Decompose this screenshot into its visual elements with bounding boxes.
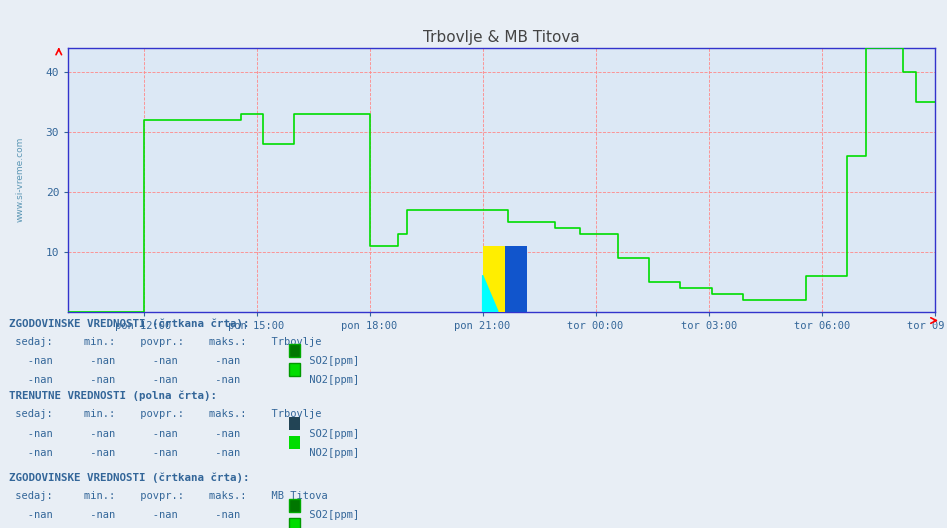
Text: TRENUTNE VREDNOSTI (polna črta):: TRENUTNE VREDNOSTI (polna črta):	[9, 390, 218, 401]
Text: sedaj:     min.:    povpr.:    maks.:    Trbovlje: sedaj: min.: povpr.: maks.: Trbovlje	[9, 337, 322, 347]
Bar	[483, 246, 505, 312]
Bar	[505, 246, 527, 312]
Text: -nan      -nan      -nan      -nan: -nan -nan -nan -nan	[9, 375, 241, 385]
Text: -nan      -nan      -nan      -nan: -nan -nan -nan -nan	[9, 356, 241, 366]
Text: ZGODOVINSKE VREDNOSTI (črtkana črta):: ZGODOVINSKE VREDNOSTI (črtkana črta):	[9, 473, 250, 483]
Text: sedaj:     min.:    povpr.:    maks.:    Trbovlje: sedaj: min.: povpr.: maks.: Trbovlje	[9, 409, 322, 419]
Title: Trbovlje & MB Titova: Trbovlje & MB Titova	[423, 30, 580, 45]
Text: ZGODOVINSKE VREDNOSTI (črtkana črta):: ZGODOVINSKE VREDNOSTI (črtkana črta):	[9, 318, 250, 328]
Polygon shape	[483, 275, 498, 312]
Bar	[289, 363, 300, 376]
Bar	[289, 344, 300, 357]
Text: sedaj:     min.:    povpr.:    maks.:    MB Titova: sedaj: min.: povpr.: maks.: MB Titova	[9, 492, 329, 502]
Text: www.si-vreme.com: www.si-vreme.com	[16, 137, 25, 222]
Text: SO2[ppm]: SO2[ppm]	[303, 356, 359, 366]
Text: -nan      -nan      -nan      -nan: -nan -nan -nan -nan	[9, 429, 241, 439]
Bar	[289, 417, 300, 430]
Text: NO2[ppm]: NO2[ppm]	[303, 375, 359, 385]
Bar	[289, 436, 300, 449]
Text: NO2[ppm]: NO2[ppm]	[303, 448, 359, 458]
Text: -nan      -nan      -nan      -nan: -nan -nan -nan -nan	[9, 448, 241, 458]
Bar	[289, 498, 300, 512]
Text: -nan      -nan      -nan      -nan: -nan -nan -nan -nan	[9, 511, 241, 521]
Text: SO2[ppm]: SO2[ppm]	[303, 511, 359, 521]
Bar	[289, 517, 300, 528]
Text: SO2[ppm]: SO2[ppm]	[303, 429, 359, 439]
